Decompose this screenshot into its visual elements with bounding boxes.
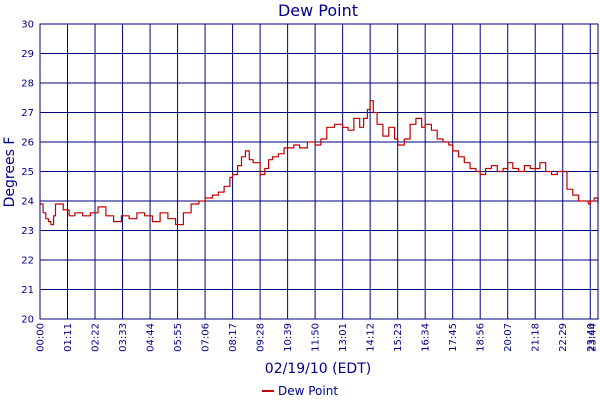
y-axis-label: Degrees F	[2, 137, 18, 208]
grid	[40, 24, 598, 319]
x-tick-label: 11:50	[311, 323, 322, 352]
series-layer	[40, 100, 599, 226]
y-tick-label: 22	[21, 256, 34, 267]
x-tick-label: 10:39	[283, 323, 294, 352]
x-tick-label: 21:18	[531, 323, 542, 352]
x-tick-label: 13:01	[338, 323, 349, 352]
x-axis-label: 02/19/10 (EDT)	[265, 361, 371, 377]
y-tick-labels: 20 21 22 23 24 25 26 27 28 29 30	[21, 20, 34, 326]
x-tick-labels: 00:00 01:11 02:22 03:33 04:44 05:55 07:06 08:17…	[36, 323, 599, 352]
chart-title: Dew Point	[278, 1, 358, 20]
legend-label: Dew Point	[278, 384, 338, 398]
x-tick-label: 17:45	[448, 323, 459, 352]
x-tick-label: 08:17	[228, 323, 239, 352]
y-tick-label: 26	[21, 138, 34, 149]
x-tick-label: 14:12	[366, 323, 377, 352]
x-tick-label: 15:23	[393, 323, 404, 352]
y-tick-label: 24	[21, 197, 34, 208]
x-tick-label: 20:07	[503, 323, 514, 352]
x-tick-label: 16:34	[421, 323, 432, 352]
y-tick-label: 21	[21, 285, 34, 296]
y-tick-label: 29	[21, 49, 34, 60]
x-tick-label: 18:56	[476, 323, 487, 352]
x-tick-label: 09:28	[256, 323, 267, 352]
x-tick-label: 23:44	[587, 323, 598, 352]
x-tick-label: 05:55	[173, 323, 184, 352]
y-tick-label: 23	[21, 226, 34, 237]
y-tick-label: 25	[21, 167, 34, 178]
x-tick-label: 04:44	[146, 323, 157, 352]
y-tick-label: 30	[21, 20, 34, 31]
x-tick-label: 00:00	[36, 323, 47, 352]
y-tick-label: 28	[21, 79, 34, 90]
x-tick-label: 01:11	[63, 323, 74, 352]
y-tick-label: 27	[21, 108, 34, 119]
x-tick-label: 23:40	[586, 323, 597, 352]
legend: Dew Point	[262, 384, 338, 398]
x-tick-label: 07:06	[201, 323, 212, 352]
x-tick-label: 22:29	[558, 323, 569, 352]
x-tick-label: 02:22	[91, 323, 102, 352]
y-tick-label: 20	[21, 315, 34, 326]
series-line-dew-point	[40, 100, 599, 226]
plot-border	[39, 23, 599, 320]
x-tick-label: 03:33	[118, 323, 129, 352]
